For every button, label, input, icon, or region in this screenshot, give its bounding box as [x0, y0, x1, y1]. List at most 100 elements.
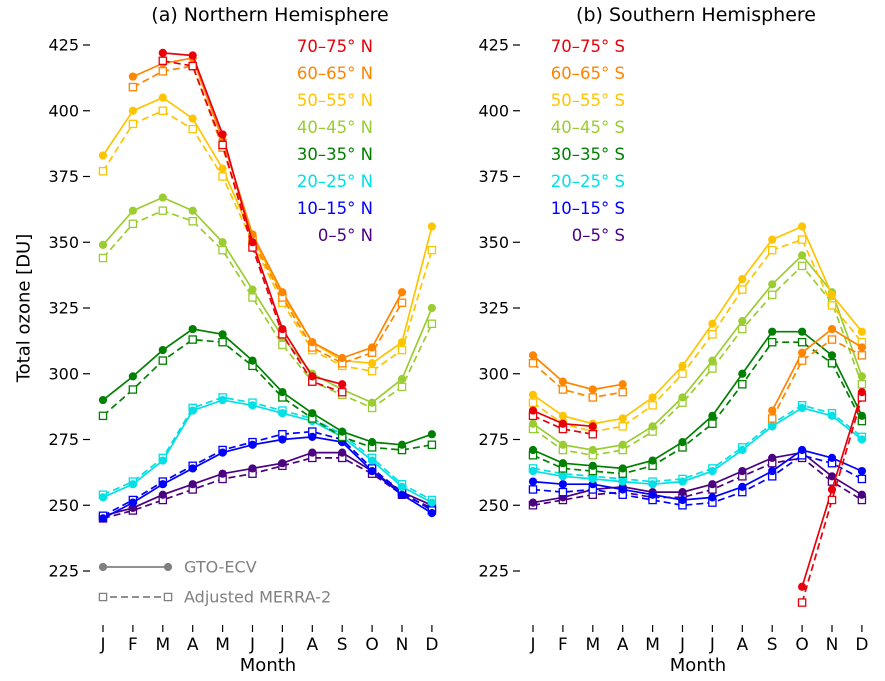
legend-label: 0–5° S — [572, 226, 625, 245]
merra2-square-marker — [248, 293, 257, 302]
gto-ecv-circle-marker — [678, 477, 687, 486]
merra2-line — [532, 264, 863, 457]
legend-label: 70–75° N — [297, 37, 373, 56]
merra2-square-marker — [738, 380, 747, 389]
gto-ecv-circle-marker — [857, 435, 867, 444]
merra2-legend-marker — [163, 592, 173, 602]
gto-ecv-line — [102, 196, 433, 404]
month-tick-label: A — [306, 635, 318, 655]
gto-ecv-circle-marker — [427, 222, 436, 231]
gto-ecv-circle-marker — [427, 509, 436, 518]
merra2-square-marker — [528, 485, 538, 494]
y-tick-label: 375 — [48, 167, 79, 186]
gto-ecv-circle-marker — [397, 482, 407, 491]
merra2-square-marker — [158, 356, 168, 365]
merra2-square-marker — [708, 364, 717, 373]
gto-ecv-circle-marker — [708, 493, 717, 502]
gto-ecv-circle-marker — [827, 290, 837, 299]
month-tick-label: F — [558, 635, 568, 655]
gto-ecv-circle-marker — [368, 359, 377, 368]
merra2-square-marker — [427, 245, 437, 255]
gto-ecv-circle-marker — [188, 464, 197, 473]
merra2-square-marker — [797, 598, 807, 607]
y-tick-label: 325 — [478, 299, 509, 318]
month-tick-label: F — [128, 635, 138, 655]
gto-ecv-circle-marker — [188, 480, 197, 489]
merra2-square-marker — [767, 337, 777, 347]
series-30-35-N — [98, 324, 437, 455]
series-20-25-S — [528, 401, 867, 489]
gto-ecv-circle-marker — [248, 464, 257, 473]
gto-ecv-circle-marker — [558, 459, 568, 468]
y-axis-label: Total ozone [DU] — [13, 233, 35, 383]
gto-ecv-line — [102, 436, 433, 520]
merra2-square-marker — [188, 124, 197, 134]
gto-ecv-circle-marker — [98, 395, 108, 405]
gto-ecv-circle-marker — [768, 327, 777, 336]
merra2-square-marker — [588, 429, 598, 439]
series-70-75-S — [528, 388, 867, 607]
merra2-square-marker — [128, 82, 138, 92]
y-tick-label: 300 — [48, 364, 79, 383]
gto-ecv-circle-marker — [158, 193, 167, 202]
y-tick-label: 325 — [48, 299, 79, 318]
merra2-square-marker — [128, 119, 138, 129]
gto-ecv-circle-marker — [738, 482, 747, 491]
month-tick-label: N — [396, 635, 409, 655]
gto-ecv-circle-marker — [188, 51, 197, 60]
merra2-square-marker — [218, 337, 227, 347]
merra2-square-marker — [797, 235, 807, 244]
legend-label: 40–45° S — [551, 118, 625, 137]
series-40-45-N — [98, 193, 437, 413]
month-tick-label: J — [99, 635, 105, 655]
gto-ecv-circle-marker — [528, 498, 538, 507]
series-10-15-S — [528, 445, 867, 510]
month-tick-label: A — [187, 635, 199, 655]
merra2-square-marker — [648, 401, 657, 410]
month-tick-label: J — [529, 635, 535, 655]
y-tick-label: 225 — [48, 562, 79, 581]
gto-ecv-circle-marker — [738, 466, 747, 476]
merra2-square-marker — [857, 380, 867, 389]
gto-ecv-circle-marker — [708, 356, 717, 365]
merra2-square-marker — [427, 440, 437, 450]
gto-ecv-circle-marker — [738, 317, 747, 326]
series-10-15-N — [98, 427, 437, 523]
gto-ecv-circle-marker — [798, 582, 807, 591]
gto-ecv-circle-marker — [528, 351, 538, 360]
merra2-square-marker — [98, 411, 108, 421]
gto-ecv-circle-marker — [98, 151, 108, 160]
gto-ecv-circle-marker — [248, 440, 257, 449]
gto-ecv-circle-marker — [827, 324, 837, 334]
gto-ecv-circle-marker — [397, 440, 407, 449]
series-70-75-N — [158, 48, 347, 397]
gto-ecv-circle-marker — [188, 406, 197, 415]
month-tick-label: D — [425, 635, 438, 655]
gto-ecv-circle-marker — [188, 324, 197, 334]
month-tick-label: N — [826, 635, 839, 655]
y-tick-label: 425 — [48, 36, 79, 55]
merra2-square-marker — [188, 216, 197, 226]
gto-ecv-circle-marker — [98, 493, 108, 502]
month-tick-label: A — [617, 635, 629, 655]
merra2-square-marker — [397, 298, 407, 307]
merra2-square-marker — [618, 387, 627, 397]
y-tick-label: 225 — [478, 562, 509, 581]
merra2-square-marker — [218, 140, 227, 150]
merra2-square-marker — [218, 172, 227, 181]
merra2-square-marker — [767, 245, 777, 255]
merra2-square-marker — [128, 219, 138, 229]
merra2-square-marker — [708, 419, 717, 428]
gto-ecv-circle-marker — [338, 427, 347, 436]
gto-ecv-circle-marker — [528, 445, 538, 455]
merra2-square-marker — [708, 330, 717, 339]
month-tick-label: O — [795, 635, 808, 655]
panel-b-title: (b) Southern Hemisphere — [576, 4, 816, 26]
gto-ecv-circle-marker — [128, 372, 137, 381]
month-tick-label: S — [767, 635, 778, 655]
gto-ecv-circle-marker — [427, 430, 436, 439]
gto-ecv-circle-marker — [338, 353, 347, 363]
merra2-line — [532, 397, 863, 603]
gto-ecv-circle-marker — [528, 419, 538, 428]
